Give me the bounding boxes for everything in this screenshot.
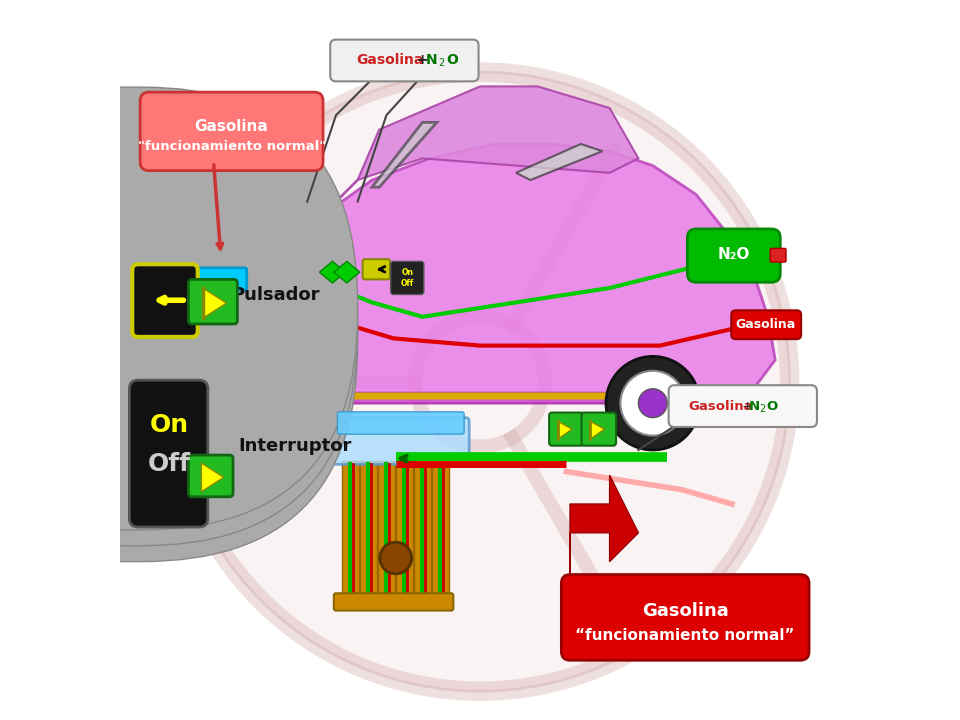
Polygon shape [322,86,638,216]
Circle shape [210,356,303,450]
FancyBboxPatch shape [582,413,616,446]
Text: N₂O: N₂O [718,247,751,261]
FancyBboxPatch shape [687,229,780,282]
Polygon shape [570,475,638,583]
FancyBboxPatch shape [0,119,357,562]
FancyBboxPatch shape [0,87,357,530]
Text: On: On [150,413,188,437]
Circle shape [620,371,685,436]
Polygon shape [202,463,224,492]
Circle shape [225,371,289,436]
FancyBboxPatch shape [174,276,188,318]
Text: Gasolina: Gasolina [688,400,754,413]
FancyBboxPatch shape [732,310,801,339]
FancyBboxPatch shape [396,461,413,605]
FancyBboxPatch shape [145,268,247,290]
FancyBboxPatch shape [188,279,237,324]
Circle shape [380,542,412,574]
Polygon shape [134,144,775,403]
FancyBboxPatch shape [770,248,786,262]
Text: 2: 2 [759,404,766,414]
Polygon shape [558,421,572,439]
FancyBboxPatch shape [158,276,172,318]
FancyBboxPatch shape [205,276,220,318]
Circle shape [606,356,700,450]
FancyBboxPatch shape [549,413,584,446]
FancyBboxPatch shape [360,461,377,605]
FancyBboxPatch shape [0,103,357,546]
FancyBboxPatch shape [330,40,478,81]
FancyBboxPatch shape [378,461,396,605]
Circle shape [243,389,272,418]
Text: Gasolina: Gasolina [642,602,729,619]
FancyBboxPatch shape [338,412,465,434]
FancyBboxPatch shape [668,385,817,427]
FancyBboxPatch shape [132,264,198,337]
Text: Interruptor: Interruptor [239,438,352,456]
FancyBboxPatch shape [222,276,235,318]
Text: +: + [412,53,433,68]
Polygon shape [516,144,603,180]
Text: 2: 2 [438,58,444,68]
Polygon shape [590,421,605,439]
Text: N: N [426,53,438,68]
Text: On
Off: On Off [400,269,414,287]
Polygon shape [156,392,768,403]
Polygon shape [372,122,437,187]
Text: N: N [749,400,759,413]
FancyBboxPatch shape [334,593,453,611]
Text: Gasolina: Gasolina [195,119,269,133]
Polygon shape [320,261,346,283]
Circle shape [638,389,667,418]
Text: "funcionamiento normal": "funcionamiento normal" [137,140,325,153]
FancyBboxPatch shape [414,461,431,605]
FancyBboxPatch shape [188,455,233,497]
FancyBboxPatch shape [140,92,324,171]
Polygon shape [203,288,227,318]
Text: “funcionamiento normal”: “funcionamiento normal” [575,628,795,642]
FancyBboxPatch shape [432,461,449,605]
FancyBboxPatch shape [130,380,208,527]
FancyBboxPatch shape [332,418,469,464]
Text: Gasolina: Gasolina [356,53,423,68]
Text: O: O [446,53,458,68]
Polygon shape [334,261,360,283]
FancyBboxPatch shape [190,276,204,318]
Text: O: O [766,400,778,413]
FancyBboxPatch shape [363,259,390,279]
Circle shape [171,72,789,691]
FancyBboxPatch shape [342,461,359,605]
FancyBboxPatch shape [562,575,809,660]
FancyBboxPatch shape [391,261,424,294]
FancyBboxPatch shape [131,256,239,371]
Text: +: + [737,400,757,413]
Text: Off: Off [148,452,190,477]
Text: Pulsador: Pulsador [231,287,320,305]
Text: Gasolina: Gasolina [735,318,796,331]
